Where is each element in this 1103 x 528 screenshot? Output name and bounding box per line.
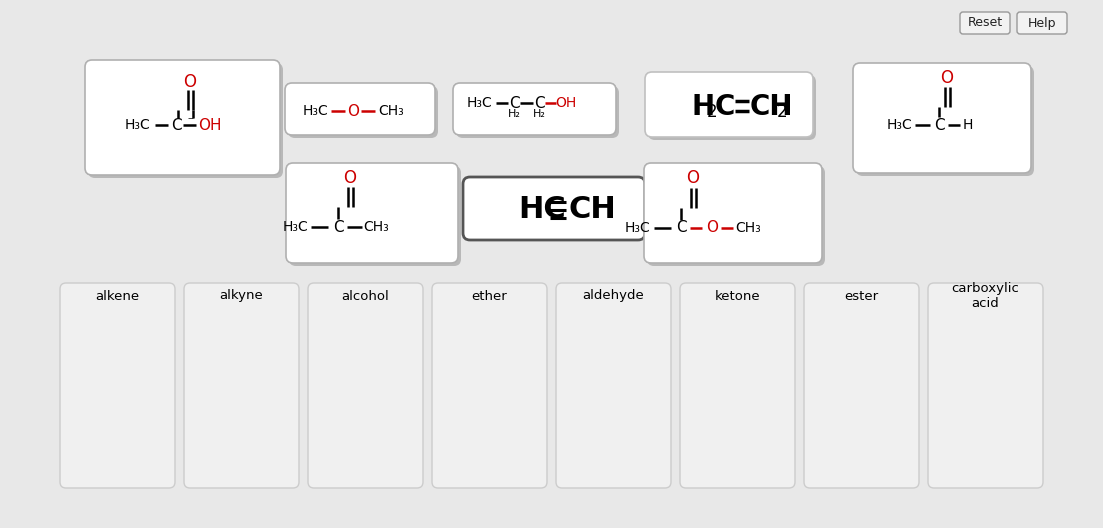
FancyBboxPatch shape [556, 283, 671, 488]
Text: CH₃: CH₃ [378, 104, 404, 118]
Text: H₃C: H₃C [468, 96, 493, 110]
FancyBboxPatch shape [286, 163, 458, 263]
Text: C: C [534, 96, 544, 110]
FancyBboxPatch shape [60, 283, 175, 488]
Text: HC: HC [518, 195, 566, 224]
Text: carboxylic
acid: carboxylic acid [952, 282, 1019, 310]
FancyBboxPatch shape [856, 66, 1034, 176]
Text: alkyne: alkyne [219, 289, 264, 303]
FancyBboxPatch shape [285, 83, 435, 135]
Text: H₃C: H₃C [125, 118, 151, 132]
Text: H₂: H₂ [507, 109, 521, 119]
FancyBboxPatch shape [804, 283, 919, 488]
Text: O: O [343, 169, 356, 187]
FancyBboxPatch shape [308, 283, 422, 488]
FancyBboxPatch shape [960, 12, 1010, 34]
Text: ether: ether [472, 289, 507, 303]
FancyBboxPatch shape [463, 177, 645, 240]
Text: alcohol: alcohol [342, 289, 389, 303]
Text: aldehyde: aldehyde [582, 289, 644, 303]
Text: H₃C: H₃C [282, 220, 308, 234]
FancyBboxPatch shape [432, 283, 547, 488]
FancyBboxPatch shape [644, 163, 822, 263]
FancyBboxPatch shape [289, 166, 461, 266]
Text: H: H [963, 118, 973, 132]
Text: CH: CH [568, 195, 615, 224]
FancyBboxPatch shape [288, 86, 438, 138]
Text: 2: 2 [707, 103, 718, 121]
Text: C: C [171, 118, 181, 133]
FancyBboxPatch shape [184, 283, 299, 488]
Text: 2: 2 [777, 103, 788, 121]
Text: O: O [183, 73, 196, 91]
Text: C: C [508, 96, 520, 110]
FancyBboxPatch shape [853, 63, 1031, 173]
Text: H₃C: H₃C [887, 118, 913, 132]
Text: C: C [676, 221, 686, 235]
Text: ester: ester [845, 289, 879, 303]
Text: H: H [690, 93, 714, 121]
Text: CH₃: CH₃ [735, 221, 761, 235]
FancyBboxPatch shape [456, 86, 619, 138]
Text: ketone: ketone [715, 289, 760, 303]
Text: O: O [686, 169, 699, 187]
Text: C: C [933, 118, 944, 133]
Text: O: O [706, 221, 718, 235]
FancyBboxPatch shape [85, 60, 280, 175]
Text: H₂: H₂ [533, 109, 546, 119]
Text: C: C [715, 93, 736, 121]
Text: OH: OH [199, 118, 222, 133]
FancyBboxPatch shape [681, 283, 795, 488]
FancyBboxPatch shape [928, 283, 1043, 488]
FancyBboxPatch shape [645, 72, 813, 137]
Text: Reset: Reset [967, 16, 1003, 30]
Text: OH: OH [556, 96, 577, 110]
Text: alkene: alkene [96, 289, 140, 303]
Text: H₃C: H₃C [625, 221, 651, 235]
FancyBboxPatch shape [647, 75, 816, 140]
FancyBboxPatch shape [647, 166, 825, 266]
Text: CH: CH [750, 93, 793, 121]
FancyBboxPatch shape [1017, 12, 1067, 34]
Text: Help: Help [1028, 16, 1057, 30]
Text: O: O [941, 69, 953, 87]
Text: C: C [333, 220, 343, 234]
Text: O: O [347, 103, 358, 118]
FancyBboxPatch shape [453, 83, 615, 135]
FancyBboxPatch shape [88, 63, 283, 178]
Text: CH₃: CH₃ [363, 220, 389, 234]
Text: H₃C: H₃C [303, 104, 329, 118]
